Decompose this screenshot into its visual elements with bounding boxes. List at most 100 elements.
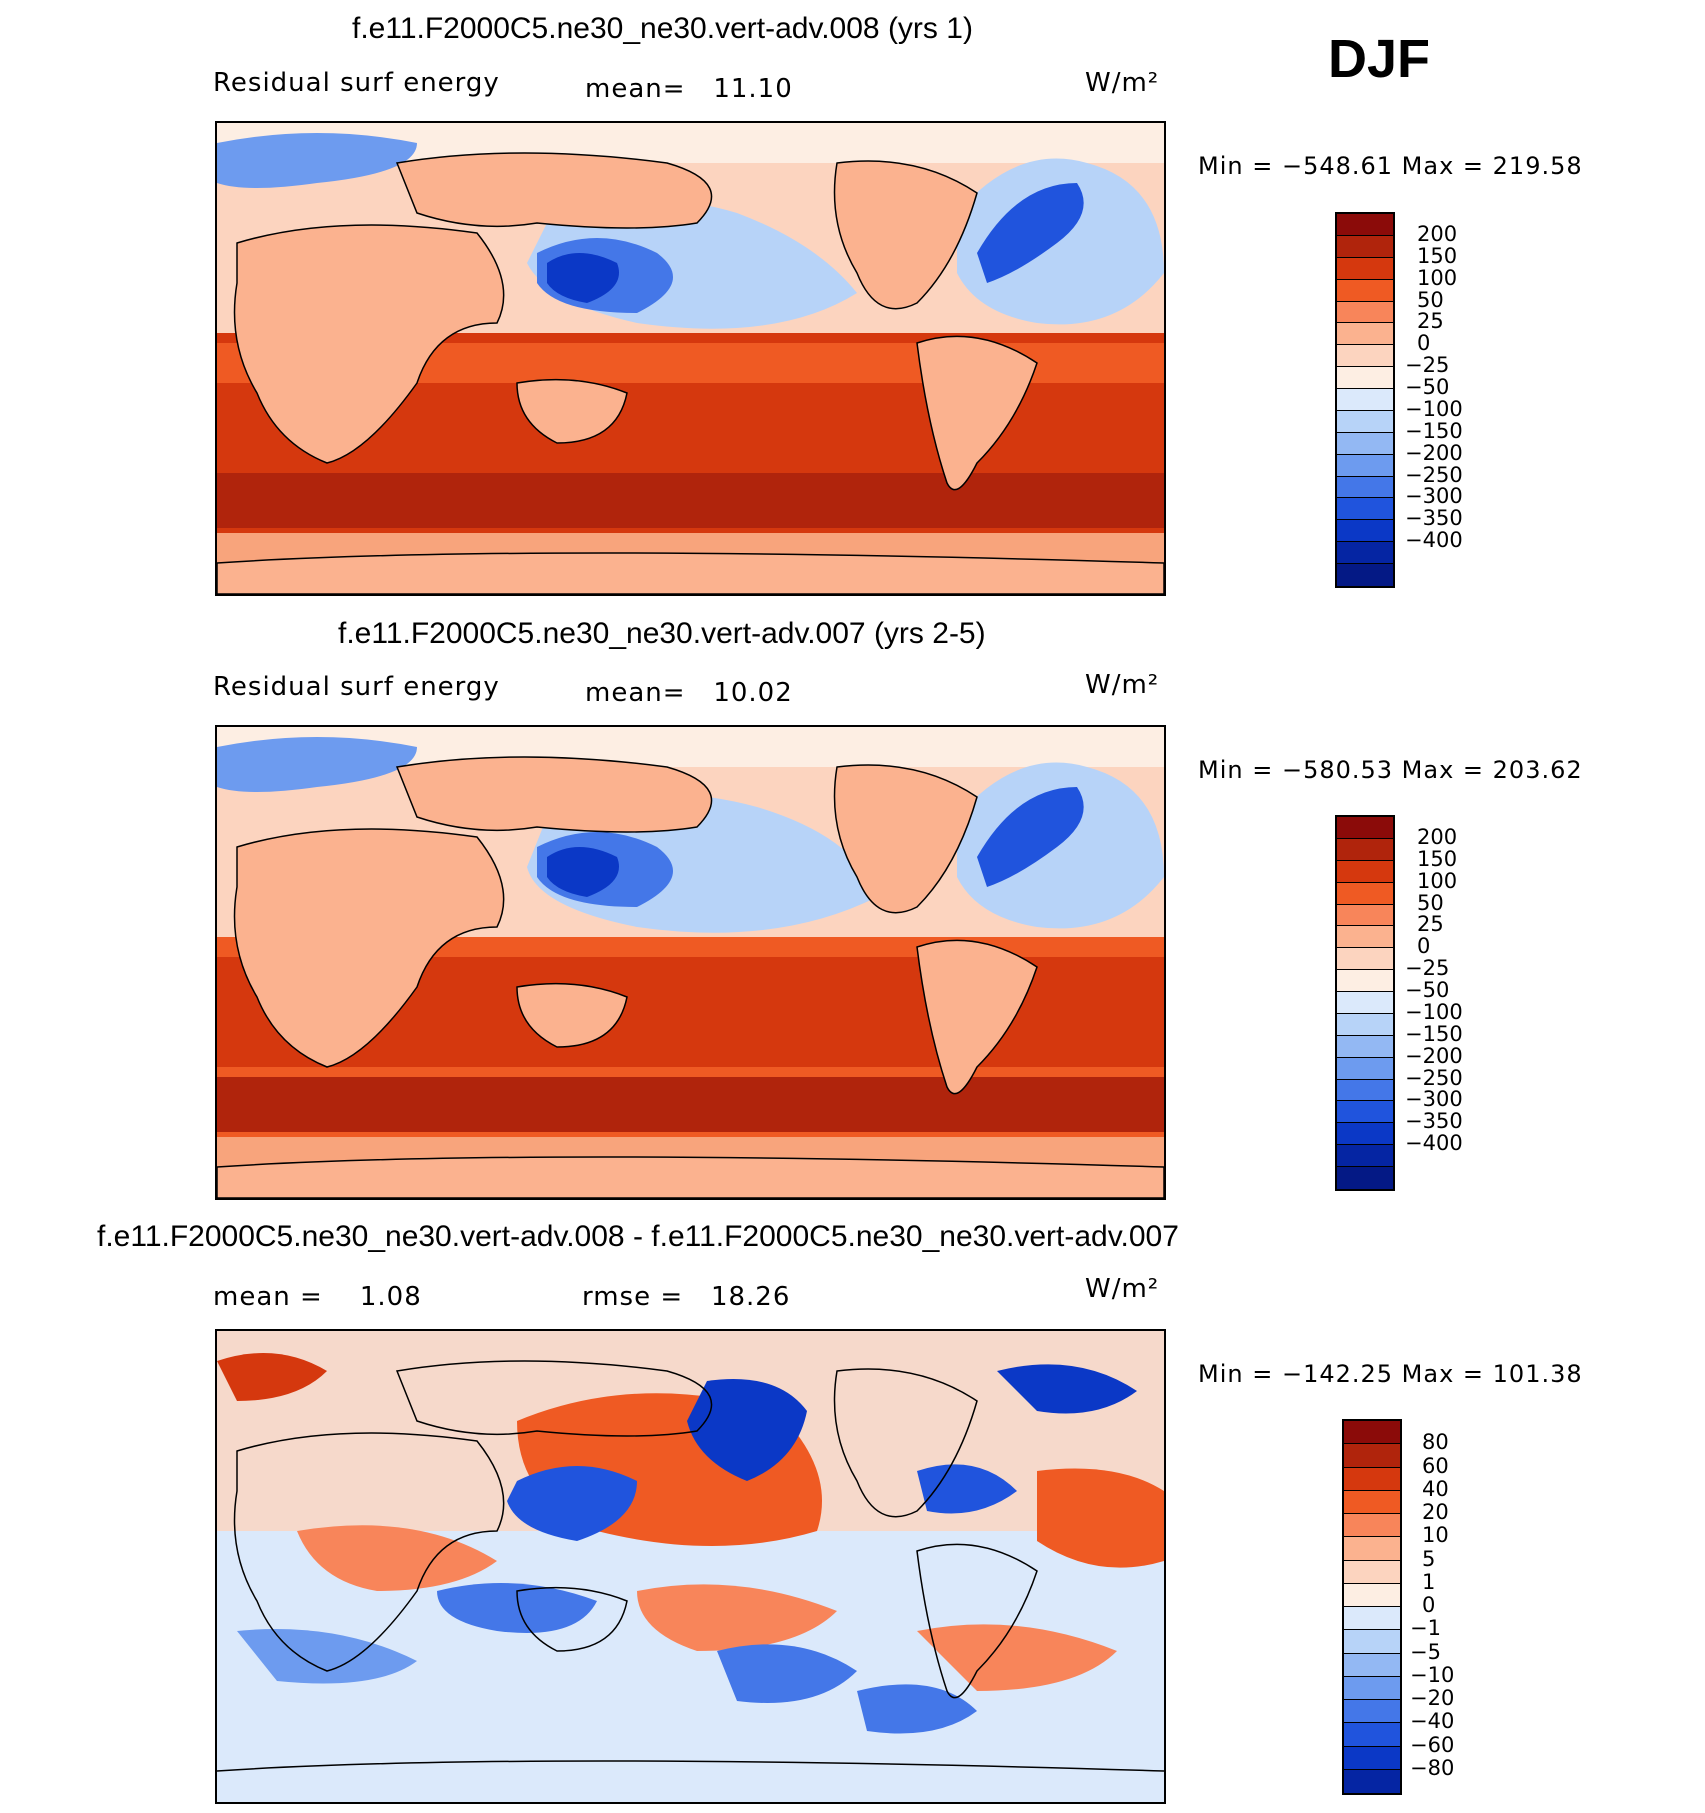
panel1-colorbar-labels: 200 150 100 50 25 0 −25 −50 −100 −150 −200 −250 −300… (1405, 212, 1495, 588)
colorbar-tick-label: −20 (1410, 1686, 1455, 1710)
colorbar-tick-label: −60 (1410, 1732, 1455, 1757)
colorbar-tick-label: −250 (1405, 462, 1463, 487)
colorbar-tick-label: 10 (1422, 1523, 1449, 1548)
colorbar-tick-label: −5 (1410, 1639, 1441, 1664)
colorbar-tick-label: 5 (1422, 1546, 1436, 1571)
colorbar-tick-label: 100 (1417, 868, 1458, 893)
colorbar-swatch (1337, 520, 1393, 543)
colorbar-tick-label: −300 (1405, 484, 1463, 509)
colorbar-swatch (1337, 817, 1393, 839)
colorbar-tick-label: 150 (1417, 243, 1458, 268)
colorbar-swatch (1344, 1630, 1400, 1654)
colorbar-swatch (1337, 257, 1393, 280)
colorbar-swatch (1337, 454, 1393, 477)
colorbar-tick-label: −10 (1410, 1662, 1455, 1687)
colorbar-swatch (1337, 389, 1393, 411)
panel2-colorbar-labels: 200 150 100 50 25 0 −25 −50 −100 −150 −200 −250 −300… (1405, 815, 1495, 1191)
colorbar-swatch (1337, 860, 1393, 883)
colorbar-swatch (1344, 1421, 1400, 1445)
colorbar-tick-label: −50 (1405, 375, 1450, 400)
panel3-colorbar (1342, 1419, 1402, 1795)
colorbar-tick-label: −40 (1410, 1709, 1455, 1734)
panel3-minmax: Min = −142.25 Max = 101.38 (1198, 1360, 1583, 1388)
colorbar-swatch (1337, 992, 1393, 1014)
colorbar-swatch (1337, 1101, 1393, 1124)
colorbar-swatch (1337, 970, 1393, 992)
colorbar-swatch (1337, 1167, 1393, 1189)
colorbar-swatch (1337, 367, 1393, 389)
colorbar-swatch (1337, 1079, 1393, 1102)
colorbar-swatch (1337, 410, 1393, 433)
panel1-minmax: Min = −548.61 Max = 219.58 (1198, 152, 1583, 180)
panel2-mean-label: mean= 10.02 (585, 678, 793, 708)
colorbar-tick-label: −1 (1410, 1616, 1441, 1641)
colorbar-swatch (1337, 301, 1393, 324)
colorbar-tick-label: 20 (1422, 1500, 1449, 1524)
colorbar-swatch (1337, 498, 1393, 521)
colorbar-tick-label: −200 (1405, 440, 1463, 465)
colorbar-swatch (1337, 1145, 1393, 1167)
panel1-mean-label: mean= 11.10 (585, 74, 793, 104)
colorbar-swatch (1344, 1769, 1400, 1793)
colorbar-tick-label: 0 (1422, 1593, 1436, 1617)
colorbar-swatch (1337, 542, 1393, 564)
colorbar-tick-label: −25 (1405, 956, 1450, 981)
colorbar-tick-label: 200 (1417, 221, 1458, 246)
panel2-title: f.e11.F2000C5.ne30_ne30.vert-adv.007 (yr… (338, 617, 986, 650)
colorbar-tick-label: 200 (1417, 824, 1458, 849)
colorbar-tick-label: −150 (1405, 1021, 1463, 1046)
colorbar-swatch (1337, 279, 1393, 302)
colorbar-tick-label: −25 (1405, 353, 1450, 378)
colorbar-tick-label: −80 (1410, 1755, 1455, 1780)
panel2-units: W/m² (1085, 670, 1160, 700)
colorbar-swatch (1337, 214, 1393, 236)
colorbar-swatch (1337, 1013, 1393, 1036)
colorbar-swatch (1337, 235, 1393, 258)
colorbar-tick-label: 0 (1417, 934, 1431, 959)
colorbar-swatch (1344, 1746, 1400, 1770)
colorbar-tick-label: 100 (1417, 265, 1458, 290)
panel3-units: W/m² (1085, 1274, 1160, 1304)
colorbar-swatch (1344, 1607, 1400, 1631)
colorbar-tick-label: 1 (1422, 1569, 1436, 1594)
panel3-colorbar-labels: 80 60 40 20 10 5 1 0 −1 −5 −10 −20 −40 −60 −80 (1410, 1419, 1500, 1795)
colorbar-tick-label: 50 (1417, 287, 1444, 312)
colorbar-tick-label: 25 (1417, 912, 1444, 937)
panel3-rmse-label: rmse = 18.26 (582, 1282, 791, 1312)
colorbar-swatch (1344, 1676, 1400, 1700)
colorbar-swatch (1344, 1467, 1400, 1491)
colorbar-tick-label: −300 (1405, 1087, 1463, 1112)
colorbar-swatch (1344, 1560, 1400, 1584)
colorbar-swatch (1337, 948, 1393, 971)
panel1-variable-label: Residual surf energy (213, 68, 500, 98)
panel2-minmax: Min = −580.53 Max = 203.62 (1198, 756, 1583, 784)
panel2-colorbar (1335, 815, 1395, 1191)
colorbar-tick-label: −50 (1405, 978, 1450, 1003)
colorbar-swatch (1344, 1537, 1400, 1561)
panel2-map (215, 725, 1166, 1200)
colorbar-swatch (1344, 1653, 1400, 1677)
season-label: DJF (1328, 29, 1431, 89)
colorbar-tick-label: 80 (1422, 1430, 1449, 1455)
panel1-title: f.e11.F2000C5.ne30_ne30.vert-adv.008 (yr… (352, 12, 973, 45)
colorbar-swatch (1337, 345, 1393, 368)
colorbar-tick-label: 0 (1417, 331, 1431, 356)
colorbar-swatch (1337, 882, 1393, 905)
colorbar-swatch (1337, 926, 1393, 949)
colorbar-swatch (1344, 1490, 1400, 1514)
panel3-mean-label: mean = 1.08 (213, 1282, 422, 1312)
colorbar-swatch (1344, 1514, 1400, 1538)
colorbar-tick-label: −350 (1405, 506, 1463, 531)
colorbar-tick-label: 40 (1422, 1476, 1449, 1501)
colorbar-swatch (1337, 904, 1393, 927)
colorbar-tick-label: 25 (1417, 309, 1444, 334)
colorbar-tick-label: −100 (1405, 396, 1463, 421)
colorbar-swatch (1337, 432, 1393, 455)
colorbar-tick-label: −150 (1405, 418, 1463, 443)
colorbar-tick-label: −200 (1405, 1043, 1463, 1068)
panel1-colorbar (1335, 212, 1395, 588)
panel1-map (215, 121, 1166, 596)
panel3-map (215, 1329, 1166, 1804)
colorbar-tick-label: −100 (1405, 999, 1463, 1024)
colorbar-swatch (1337, 476, 1393, 499)
